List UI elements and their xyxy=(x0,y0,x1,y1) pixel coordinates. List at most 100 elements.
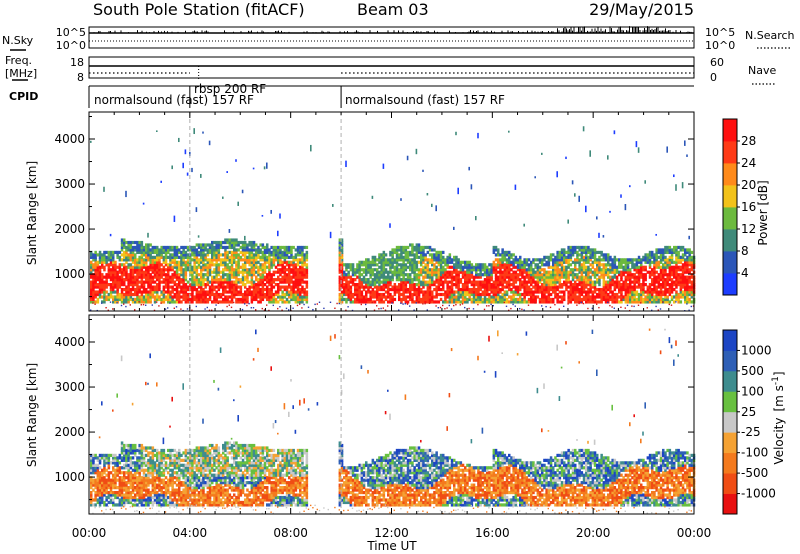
power-echo-cell xyxy=(439,280,443,284)
power-echo-cell xyxy=(657,265,661,269)
power-ground-speckle xyxy=(435,305,437,307)
power-echo-cell xyxy=(138,275,141,279)
power-echo-cell xyxy=(149,290,152,294)
power-echo-cell xyxy=(479,287,482,292)
power-echo-cell xyxy=(195,265,199,269)
power-echo-cell xyxy=(360,283,364,287)
power-echo-cell xyxy=(651,260,654,264)
power-echo-cell xyxy=(516,263,520,267)
power-echo-cell xyxy=(138,273,141,277)
power-echo-cell xyxy=(521,275,524,279)
power-echo-cell xyxy=(622,268,625,272)
power-echo-cell xyxy=(609,287,612,292)
power-echo-cell xyxy=(340,278,344,282)
power-echo-cell xyxy=(516,292,520,297)
power-echo-cell xyxy=(147,292,150,297)
power-echo-cell xyxy=(270,258,273,262)
power-echo-cell xyxy=(129,297,133,302)
power-echo-cell xyxy=(635,258,639,262)
power-scatter-echo xyxy=(184,149,187,155)
power-echo-cell xyxy=(626,260,630,264)
power-echo-cell xyxy=(525,260,529,264)
power-echo-cell xyxy=(567,275,570,279)
power-echo-cell xyxy=(200,292,203,297)
power-echo-cell xyxy=(662,248,665,252)
power-echo-cell xyxy=(444,297,447,302)
power-echo-cell xyxy=(402,245,405,250)
power-echo-cell xyxy=(655,260,658,264)
power-echo-cell xyxy=(644,300,647,304)
power-ground-speckle xyxy=(215,304,217,306)
power-echo-cell xyxy=(560,265,564,269)
power-echo-cell xyxy=(180,280,183,284)
power-echo-cell xyxy=(169,255,172,259)
power-echo-cell xyxy=(246,292,249,297)
power-echo-cell xyxy=(477,287,480,292)
power-echo-cell xyxy=(503,250,507,255)
power-echo-cell xyxy=(274,265,278,269)
power-echo-cell xyxy=(244,283,247,287)
power-echo-cell xyxy=(305,273,309,277)
power-ground-speckle xyxy=(461,303,464,305)
power-echo-cell xyxy=(657,300,661,304)
power-echo-cell xyxy=(191,283,194,287)
power-echo-cell xyxy=(486,285,489,289)
power-echo-cell xyxy=(343,263,346,267)
power-echo-cell xyxy=(134,268,137,272)
power-echo-cell xyxy=(92,275,95,279)
power-echo-cell xyxy=(371,280,375,284)
power-echo-cell xyxy=(417,278,421,282)
power-ground-speckle xyxy=(413,309,415,311)
power-echo-cell xyxy=(514,273,518,277)
power-echo-cell xyxy=(415,248,419,252)
power-echo-cell xyxy=(675,290,678,294)
power-echo-cell xyxy=(415,255,419,259)
power-echo-cell xyxy=(461,292,465,297)
power-echo-cell xyxy=(145,265,148,269)
power-echo-cell xyxy=(252,297,256,302)
power-echo-cell xyxy=(670,283,674,287)
power-echo-cell xyxy=(488,273,491,277)
power-echo-cell xyxy=(549,297,553,302)
power-echo-cell xyxy=(576,273,579,277)
power-echo-cell xyxy=(373,278,377,282)
power-echo-cell xyxy=(556,253,559,257)
power-echo-cell xyxy=(351,268,355,272)
power-echo-cell xyxy=(162,270,166,274)
power-echo-cell xyxy=(541,273,544,277)
power-echo-cell xyxy=(475,292,478,297)
power-echo-cell xyxy=(228,240,232,245)
power-echo-cell xyxy=(659,273,663,277)
power-echo-cell xyxy=(230,255,234,259)
power-echo-cell xyxy=(96,268,100,272)
power-echo-cell xyxy=(213,250,216,255)
power-echo-cell xyxy=(439,275,443,279)
power-echo-cell xyxy=(217,243,221,247)
power-echo-cell xyxy=(593,255,597,259)
power-echo-cell xyxy=(648,285,652,289)
power-echo-cell xyxy=(296,297,300,302)
power-echo-cell xyxy=(268,273,271,277)
power-scatter-echo xyxy=(629,185,631,188)
power-echo-cell xyxy=(527,287,531,292)
power-echo-cell xyxy=(285,292,289,297)
power-echo-cell xyxy=(655,275,658,279)
power-echo-cell xyxy=(657,273,661,277)
power-scatter-echo xyxy=(371,195,374,199)
power-echo-cell xyxy=(637,258,641,262)
power-echo-cell xyxy=(90,265,93,269)
power-echo-cell xyxy=(244,295,247,299)
power-echo-cell xyxy=(611,275,614,279)
power-echo-cell xyxy=(673,273,676,277)
power-echo-cell xyxy=(591,295,595,299)
power-echo-cell xyxy=(578,300,581,304)
power-echo-cell xyxy=(147,253,150,257)
power-ground-speckle xyxy=(268,309,270,312)
power-echo-cell xyxy=(195,283,199,287)
power-echo-cell xyxy=(107,258,111,262)
power-ground-speckle xyxy=(424,302,426,305)
power-echo-cell xyxy=(151,280,155,284)
power-echo-cell xyxy=(409,265,412,269)
power-echo-cell xyxy=(684,270,687,274)
power-echo-cell xyxy=(659,290,663,294)
